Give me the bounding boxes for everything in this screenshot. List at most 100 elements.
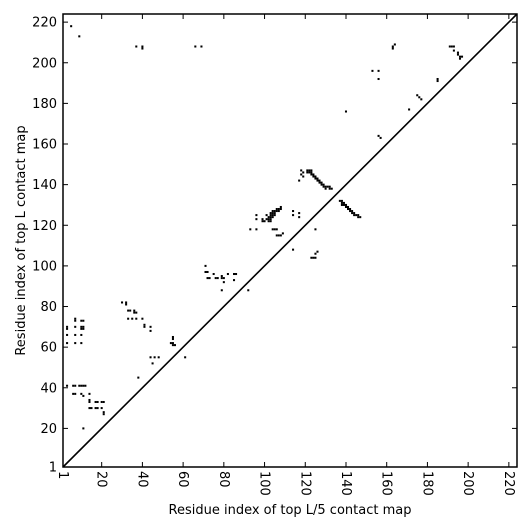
upper-contact-point [357, 216, 360, 219]
upper-contact-point [458, 55, 462, 58]
lower-contact-point [273, 212, 276, 215]
lower-contact-point [173, 344, 176, 347]
upper-contact-point [349, 210, 352, 213]
upper-contact-point [436, 80, 439, 83]
lower-contact-point [267, 220, 270, 223]
upper-contact-point [306, 171, 309, 174]
lower-contact-point [206, 277, 209, 280]
upper-contact-point [308, 169, 311, 172]
lower-contact-point [80, 342, 83, 345]
lower-contact-point [149, 356, 152, 359]
lower-contact-point [184, 356, 187, 359]
upper-contact-point [456, 51, 459, 54]
lower-contact-point [222, 277, 225, 280]
lower-contact-point [235, 273, 238, 276]
upper-contact-point [349, 208, 352, 211]
upper-contact-point [300, 173, 303, 176]
upper-contact-point [347, 208, 350, 211]
lower-contact-point [273, 214, 276, 217]
lower-contact-point [82, 327, 85, 330]
lower-contact-point [222, 281, 225, 284]
lower-contact-point [135, 317, 138, 320]
upper-contact-point [312, 175, 315, 178]
upper-contact-point [342, 203, 345, 206]
upper-triangle-contacts [70, 25, 464, 219]
lower-contact-point [133, 309, 136, 312]
upper-contact-point [353, 214, 356, 217]
lower-contact-point [275, 210, 278, 213]
upper-contact-point [458, 57, 462, 60]
lower-contact-point [127, 309, 130, 312]
lower-contact-point [80, 325, 83, 328]
x-tick-label: 1 [55, 471, 70, 479]
upper-contact-point [391, 45, 394, 48]
lower-contact-point [141, 317, 144, 320]
upper-contact-point [324, 187, 327, 190]
upper-contact-point [448, 45, 451, 48]
lower-contact-point [74, 333, 77, 336]
lower-contact-point [314, 252, 317, 255]
y-tick-label: 220 [32, 16, 57, 31]
lower-contact-point [100, 400, 103, 404]
lower-contact-point [271, 216, 274, 219]
upper-contact-point [322, 185, 325, 188]
upper-contact-point [391, 47, 394, 50]
lower-contact-point [149, 325, 152, 328]
upper-contact-point [393, 43, 396, 46]
lower-contact-point [90, 407, 93, 410]
lower-contact-point [74, 342, 77, 345]
upper-contact-point [355, 214, 358, 217]
lower-contact-point [78, 384, 81, 387]
upper-contact-point [418, 96, 421, 99]
lower-contact-point [269, 214, 272, 217]
lower-contact-point [292, 214, 295, 217]
lower-contact-point [247, 289, 250, 292]
lower-contact-point [277, 208, 280, 211]
lower-contact-point [84, 384, 87, 387]
lower-contact-point [82, 384, 85, 387]
lower-contact-point [133, 311, 136, 314]
upper-contact-point [310, 171, 313, 174]
lower-contact-point [249, 228, 252, 231]
lower-contact-point [137, 376, 140, 379]
lower-contact-point [216, 277, 219, 280]
upper-contact-point [135, 45, 138, 48]
lower-contact-point [292, 248, 295, 251]
upper-contact-point [452, 49, 455, 52]
lower-contact-point [80, 333, 83, 336]
x-axis-label: Residue index of top L/5 contact map [169, 503, 412, 518]
x-tick-label: 180 [419, 471, 434, 496]
y-tick-label: 180 [32, 97, 57, 112]
lower-contact-point [271, 214, 274, 217]
lower-contact-point [100, 407, 103, 410]
lower-contact-point [226, 273, 229, 276]
lower-contact-point [261, 220, 264, 223]
lower-contact-point [80, 384, 83, 387]
lower-contact-point [261, 218, 264, 221]
lower-contact-point [271, 210, 274, 213]
lower-contact-point [143, 323, 146, 326]
upper-contact-point [340, 199, 343, 202]
upper-contact-point [200, 45, 203, 48]
lower-contact-point [255, 228, 258, 231]
lower-contact-point [82, 394, 85, 397]
lower-contact-point [208, 277, 211, 280]
lower-contact-point [279, 205, 282, 208]
lower-contact-point [171, 344, 174, 347]
lower-contact-point [220, 275, 223, 278]
upper-contact-point [330, 187, 333, 190]
x-tick-label: 200 [460, 471, 475, 496]
lower-contact-point [94, 400, 97, 404]
upper-contact-point [340, 201, 343, 204]
upper-contact-point [416, 94, 419, 97]
lower-contact-point [171, 335, 174, 339]
lower-contact-point [66, 325, 69, 328]
lower-contact-point [204, 264, 207, 267]
upper-contact-point [342, 201, 345, 204]
upper-contact-point [324, 185, 327, 188]
lower-contact-point [88, 398, 91, 401]
y-tick-label: 120 [32, 219, 57, 234]
lower-contact-point [255, 214, 258, 217]
upper-contact-point [141, 47, 144, 50]
y-tick-label: 60 [40, 341, 57, 356]
